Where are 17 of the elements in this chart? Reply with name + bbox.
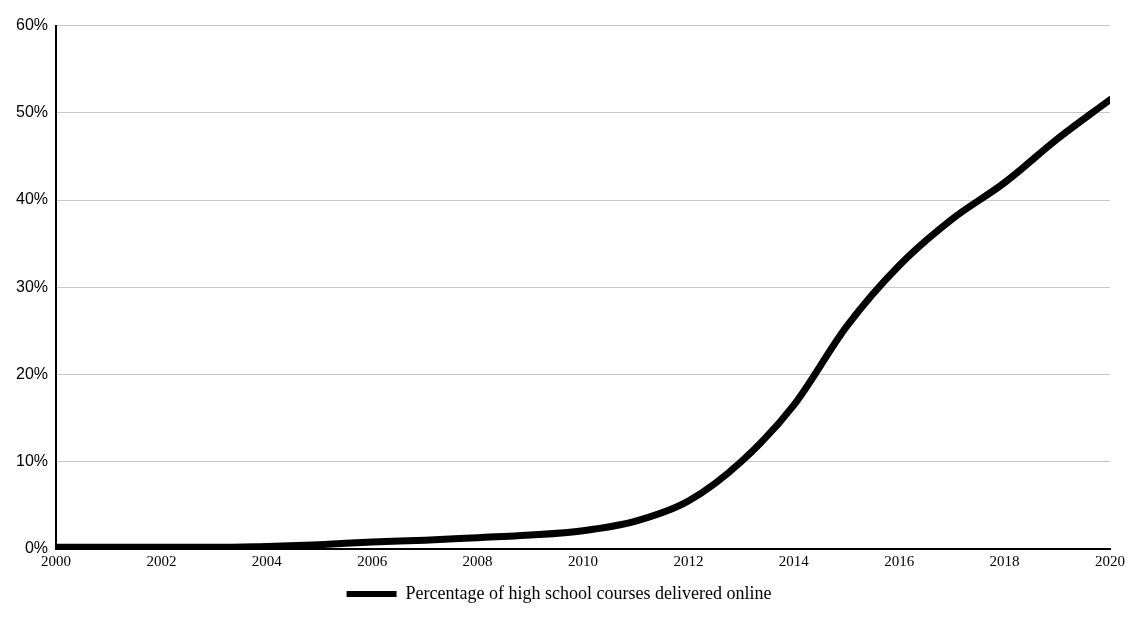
x-tick-label: 2006 [357, 552, 388, 569]
y-tick-label: 50% [15, 103, 49, 121]
y-tick-label: 40% [15, 190, 49, 208]
x-tick-label: 2018 [989, 552, 1020, 569]
x-tick-label: 2014 [778, 552, 810, 569]
x-tick-label: 2002 [146, 552, 177, 569]
x-tick-label: 2020 [1095, 552, 1125, 569]
x-tick-label: 2004 [251, 552, 283, 569]
y-tick-label: 30% [15, 277, 49, 295]
x-tick-label: 2010 [568, 552, 599, 569]
y-tick-label: 20% [15, 364, 49, 382]
x-tick-label: 2016 [884, 552, 915, 569]
y-tick-label: 60% [15, 16, 49, 34]
legend-label: Percentage of high school courses delivered online [405, 582, 772, 603]
y-tick-label: 10% [15, 452, 49, 470]
x-tick-label: 2012 [673, 552, 704, 569]
x-tick-label: 2008 [462, 552, 493, 569]
